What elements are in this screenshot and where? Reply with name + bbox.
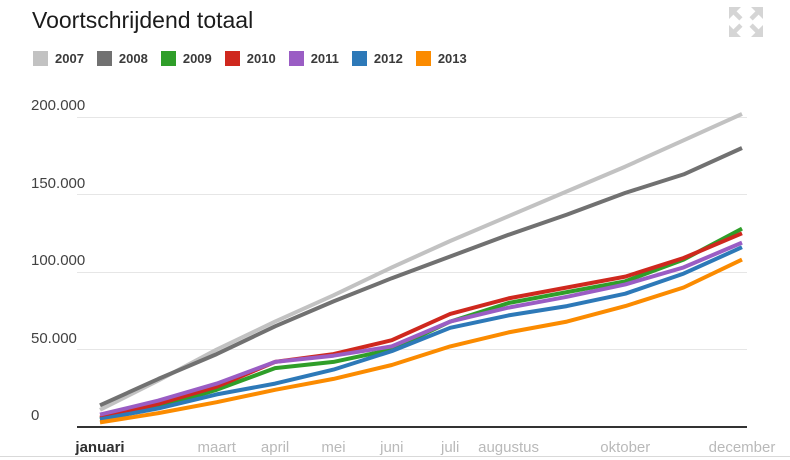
- y-tick-label: 150.000: [31, 174, 86, 192]
- legend-item-2012: 2012: [351, 51, 403, 66]
- legend-swatch-icon: [224, 51, 240, 66]
- x-tick-label-mei: mei: [321, 439, 346, 456]
- legend-swatch-icon: [415, 51, 431, 66]
- x-tick-label-juli: juli: [441, 439, 460, 456]
- x-tick-label-april: april: [260, 439, 290, 456]
- chart-title: Voortschrijdend totaal: [32, 7, 254, 33]
- legend-item-2013: 2013: [415, 51, 467, 66]
- y-tick-label: 50.000: [31, 329, 77, 347]
- expand-arrows-icon[interactable]: [726, 4, 766, 40]
- legend-swatch-icon: [33, 51, 48, 66]
- legend-label: 2011: [310, 51, 339, 66]
- x-tick-label-juni: juni: [380, 439, 404, 456]
- y-tick-label: 200.000: [31, 97, 86, 114]
- legend-item-2009: 2009: [160, 51, 212, 66]
- y-tick-label: 100.000: [31, 252, 86, 269]
- legend-label: 2008: [118, 51, 148, 66]
- legend-label: 2013: [437, 51, 467, 66]
- legend-item-2007: 2007: [33, 51, 84, 66]
- legend-swatch-icon: [160, 51, 176, 66]
- legend-label: 2007: [55, 51, 84, 66]
- legend-label: 2009: [182, 51, 212, 66]
- legend-item-2011: 2011: [288, 51, 339, 66]
- x-tick-label-december: december: [708, 439, 776, 456]
- legend-item-2010: 2010: [224, 51, 276, 66]
- legend-label: 2010: [246, 51, 276, 66]
- legend: 2007 2008 2009 2010 2011 2012 2013: [33, 51, 480, 66]
- x-tick-label-januari: januari: [75, 439, 125, 456]
- x-axis-line: [77, 426, 747, 428]
- plot-area[interactable]: [77, 95, 747, 427]
- legend-swatch-icon: [288, 51, 304, 66]
- legend-label: 2012: [373, 51, 403, 66]
- legend-swatch-icon: [351, 51, 367, 66]
- x-tick-label-oktober: oktober: [600, 439, 651, 456]
- legend-item-2008: 2008: [96, 51, 148, 66]
- x-tick-label-maart: maart: [197, 439, 236, 456]
- bottom-divider: [0, 456, 790, 457]
- y-tick-label: 0: [31, 407, 40, 424]
- x-tick-label-augustus: augustus: [478, 439, 539, 456]
- legend-swatch-icon: [96, 51, 112, 66]
